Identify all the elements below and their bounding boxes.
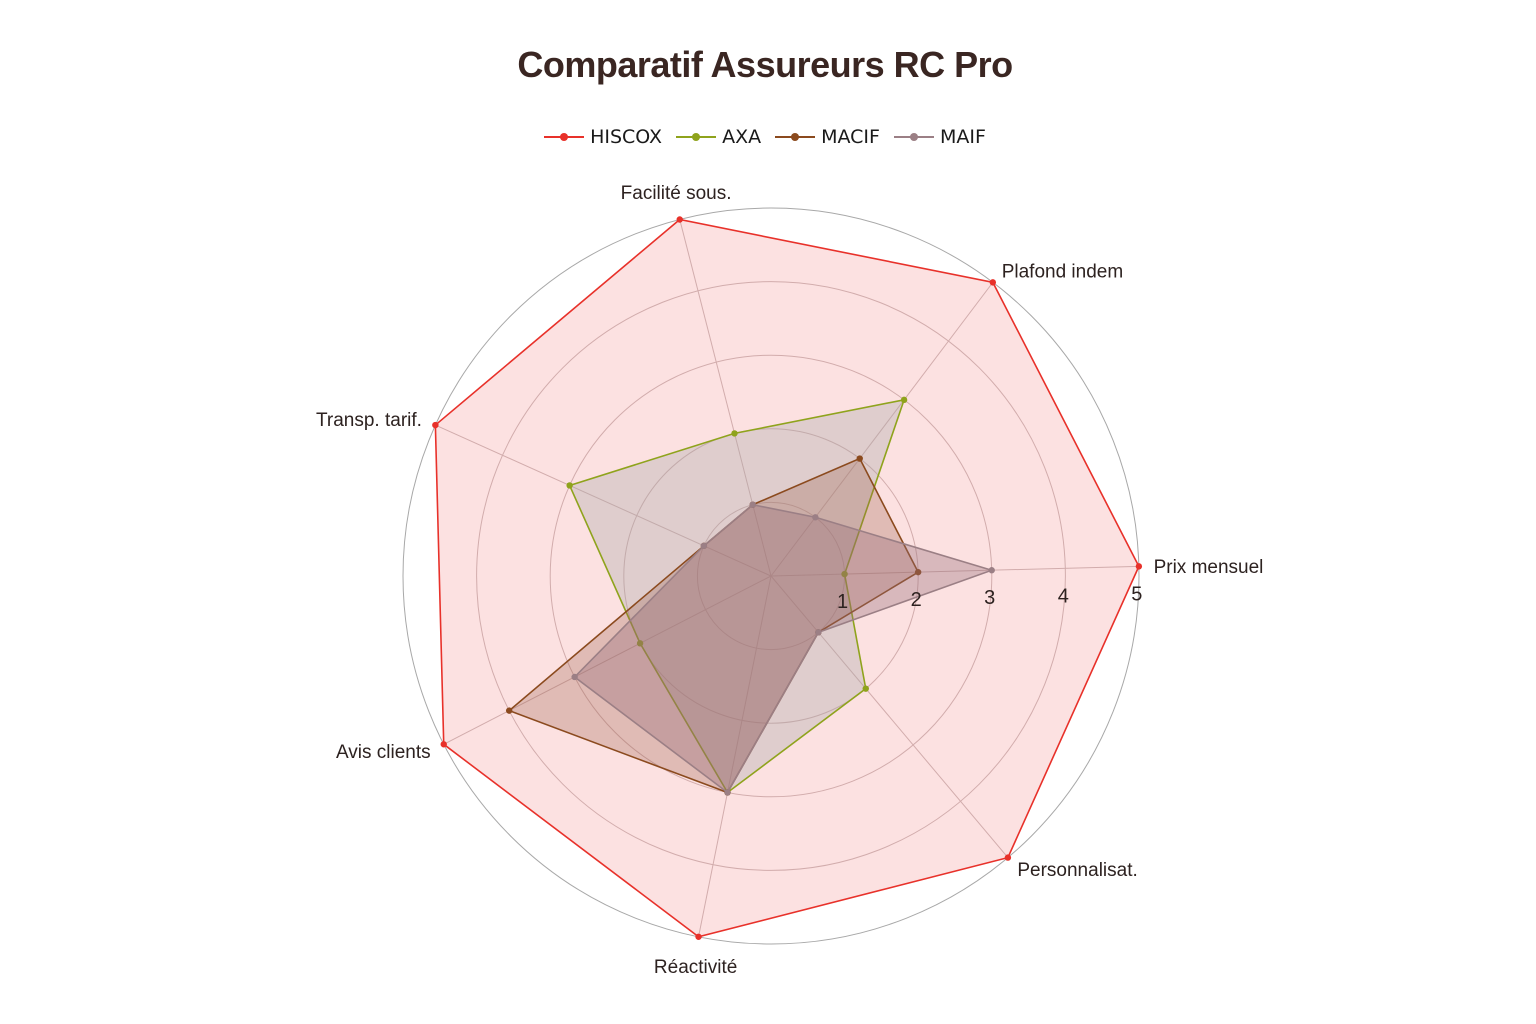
grid-spoke: [770, 575, 1009, 858]
legend: HISCOX AXA MACIF MAIF: [0, 126, 1530, 148]
data-point[interactable]: [812, 514, 819, 521]
data-point[interactable]: [841, 570, 848, 578]
data-point[interactable]: [700, 542, 708, 550]
legend-label: HISCOX: [590, 126, 663, 148]
data-point[interactable]: [566, 482, 573, 489]
data-point[interactable]: [1004, 854, 1012, 861]
legend-item-maif[interactable]: MAIF: [893, 126, 986, 148]
axis-label: Facilité sous.: [621, 183, 732, 204]
radar-grid: [402, 207, 1140, 945]
data-point[interactable]: [862, 685, 869, 692]
data-point[interactable]: [505, 707, 513, 714]
data-point[interactable]: [1135, 563, 1143, 570]
axis-label: Plafond indem: [1002, 262, 1123, 283]
tick-label: 3: [984, 587, 995, 609]
axis-label: Réactivité: [654, 957, 737, 978]
legend-label: MACIF: [821, 126, 880, 148]
legend-marker-icon: [544, 131, 585, 143]
series-axa[interactable]: [566, 396, 908, 796]
data-point[interactable]: [856, 455, 863, 462]
legend-label: MAIF: [939, 126, 986, 148]
grid-ring: [476, 281, 1066, 871]
chart-title: Comparatif Assureurs RC Pro: [517, 44, 1013, 85]
axis-label: Personnalisat.: [1017, 860, 1137, 881]
radar-tick-labels: 1 2 3 4 5: [837, 583, 1142, 613]
legend-label: AXA: [722, 126, 762, 148]
data-point[interactable]: [440, 741, 447, 748]
grid-spoke: [435, 424, 772, 577]
data-point[interactable]: [749, 501, 756, 508]
series-maif[interactable]: [571, 501, 995, 796]
legend-marker-icon: [676, 131, 717, 143]
data-point[interactable]: [432, 421, 439, 429]
tick-label: 5: [1131, 583, 1142, 605]
data-point[interactable]: [914, 568, 922, 576]
data-point[interactable]: [989, 279, 997, 286]
tick-label: 1: [837, 591, 848, 613]
legend-item-hiscox[interactable]: HISCOX: [544, 126, 662, 148]
data-point[interactable]: [988, 567, 995, 574]
grid-spoke: [770, 565, 1139, 577]
data-point[interactable]: [900, 396, 908, 404]
tick-label: 4: [1058, 585, 1069, 607]
grid-spoke: [770, 282, 994, 577]
radar-series: [432, 216, 1143, 940]
grid-spoke: [698, 575, 772, 937]
legend-marker-icon: [893, 131, 934, 143]
data-point[interactable]: [676, 216, 683, 223]
data-point[interactable]: [731, 430, 738, 437]
data-point[interactable]: [571, 673, 578, 681]
grid-spoke: [679, 219, 772, 577]
grid-ring: [402, 207, 1140, 945]
data-point[interactable]: [636, 640, 644, 647]
grid-spoke: [443, 575, 772, 745]
legend-item-macif[interactable]: MACIF: [775, 126, 880, 148]
data-point[interactable]: [815, 629, 822, 636]
grid-ring: [623, 428, 919, 724]
tick-label: 2: [911, 589, 922, 611]
axis-label: Avis clients: [336, 742, 431, 763]
data-point[interactable]: [695, 933, 702, 940]
grid-ring: [549, 354, 993, 798]
axis-label: Transp. tarif.: [316, 410, 422, 431]
legend-marker-icon: [775, 131, 816, 143]
radar-axis-labels: Prix mensuel Plafond indem Facilité sous. T…: [316, 183, 1263, 978]
axis-label: Prix mensuel: [1154, 557, 1264, 578]
data-point[interactable]: [724, 789, 731, 796]
legend-item-axa[interactable]: AXA: [676, 126, 761, 148]
series-hiscox[interactable]: [432, 216, 1143, 940]
